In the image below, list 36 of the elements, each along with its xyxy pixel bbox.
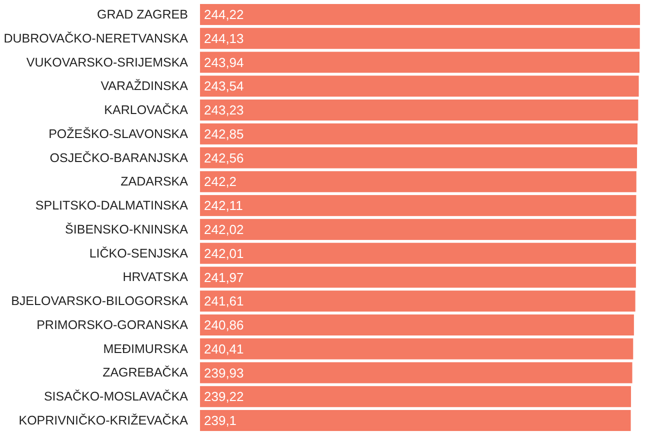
data-label: 239,93 (204, 365, 244, 380)
y-tick-label: SISAČKO-MOSLAVAČKA (44, 390, 189, 404)
data-label: 243,54 (204, 78, 244, 94)
data-label: 243,23 (204, 102, 244, 118)
y-tick-label: LIČKO-SENJSKA (89, 246, 189, 260)
data-label: 242,02 (204, 222, 244, 237)
data-label: 242,2 (204, 174, 237, 190)
y-tick-label: MEĐIMURSKA (103, 342, 189, 356)
y-tick-label: HRVATSKA (122, 270, 189, 284)
y-tick-label: VUKOVARSKO-SRIJEMSKA (26, 55, 189, 70)
y-tick-label: ZADARSKA (120, 174, 189, 189)
data-label: 240,41 (204, 341, 244, 356)
y-tick-label: KARLOVAČKA (104, 103, 189, 118)
data-label: 239,22 (204, 389, 244, 404)
data-label: 241,97 (204, 270, 244, 285)
data-label: 239,1 (204, 413, 237, 428)
data-label: 242,56 (204, 150, 244, 166)
data-label: 242,85 (204, 126, 244, 142)
y-tick-label: ZAGREBAČKA (102, 366, 189, 380)
data-label: 241,61 (204, 294, 244, 309)
y-tick-label: VARAŽDINSKA (100, 79, 189, 94)
data-label: 240,86 (204, 318, 244, 333)
y-tick-label: PRIMORSKO-GORANSKA (36, 318, 189, 332)
y-tick-label: ŠIBENSKO-KNINSKA (65, 222, 189, 236)
data-label: 242,11 (204, 198, 243, 214)
y-tick-label: OSJEČKO-BARANJSKA (50, 150, 189, 165)
y-tick-label: POŽEŠKO-SLAVONSKA (48, 126, 189, 141)
data-label: 242,01 (204, 246, 244, 261)
y-tick-label: GRAD ZAGREB (97, 8, 188, 22)
y-tick-label: DUBROVAČKO-NERETVANSKA (4, 31, 189, 46)
data-label: 243,94 (204, 54, 244, 70)
y-tick-label: SPLITSKO-DALMATINSKA (35, 198, 189, 213)
y-tick-label: BJELOVARSKO-BILOGORSKA (11, 294, 189, 308)
data-label: 244,22 (204, 7, 244, 22)
y-tick-label: KOPRIVNIČKO-KRIŽEVAČKA (18, 413, 189, 428)
data-label: 244,13 (204, 30, 244, 46)
